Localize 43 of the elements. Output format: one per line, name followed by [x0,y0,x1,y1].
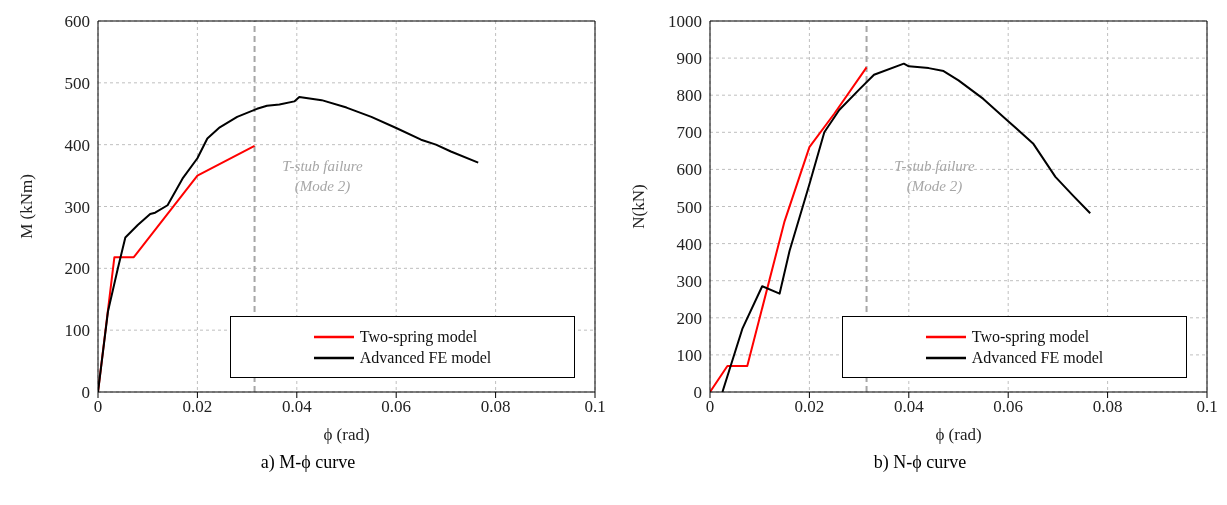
y-tick-label: 1000 [668,12,702,32]
legend-label: Advanced FE model [359,348,492,367]
x-axis-title: ϕ (rad) [323,425,370,444]
y-axis-title: M (kNm) [17,174,37,239]
y-tick-label: 700 [676,123,702,143]
y-tick-label: 600 [676,160,702,180]
y-tick-label: 0 [81,383,90,403]
ref-line-label: T-stub failure (Mode 2) [282,158,364,195]
x-tick-label: 0.08 [480,397,511,417]
y-tick-label: 400 [64,135,90,155]
legend-label: Two-spring model [359,327,478,346]
y-tick-label: 500 [676,197,702,217]
y-tick-label: 400 [676,234,702,254]
y-tick-label: 800 [676,86,702,106]
y-tick-label: 500 [64,73,90,93]
legend-label: Two-spring model [971,327,1090,346]
x-tick-label: 0.02 [182,397,213,417]
y-axis-title: N(kN) [629,184,649,229]
y-tick-label: 900 [676,49,702,69]
text: b) N-ϕ curve [872,452,968,473]
y-tick-label: 0 [693,383,702,403]
x-tick-label: 0.06 [993,397,1024,417]
x-tick-label: 0.1 [1196,397,1218,417]
x-tick-label: 0.04 [893,397,925,417]
y-tick-label: 300 [64,197,90,217]
x-tick-label: 0.08 [1092,397,1123,417]
ref-line-label: T-stub failure (Mode 2) [894,158,976,195]
legend-label: Advanced FE model [971,348,1104,367]
x-tick-label: 0.04 [281,397,313,417]
x-axis-title: ϕ (rad) [935,425,982,444]
y-tick-label: 300 [676,271,702,291]
line-series [710,66,868,392]
x-tick-label: 0 [705,397,715,417]
y-tick-label: 600 [64,12,90,32]
x-tick-label: 0.06 [381,397,412,417]
y-tick-label: 200 [64,259,90,279]
y-tick-label: 100 [64,321,90,341]
x-tick-label: 0.1 [584,397,606,417]
x-tick-label: 0.02 [794,397,825,417]
x-tick-label: 0 [93,397,103,417]
y-tick-label: 100 [676,345,702,365]
y-tick-label: 200 [676,308,702,328]
text: a) M-ϕ curve [259,452,357,473]
